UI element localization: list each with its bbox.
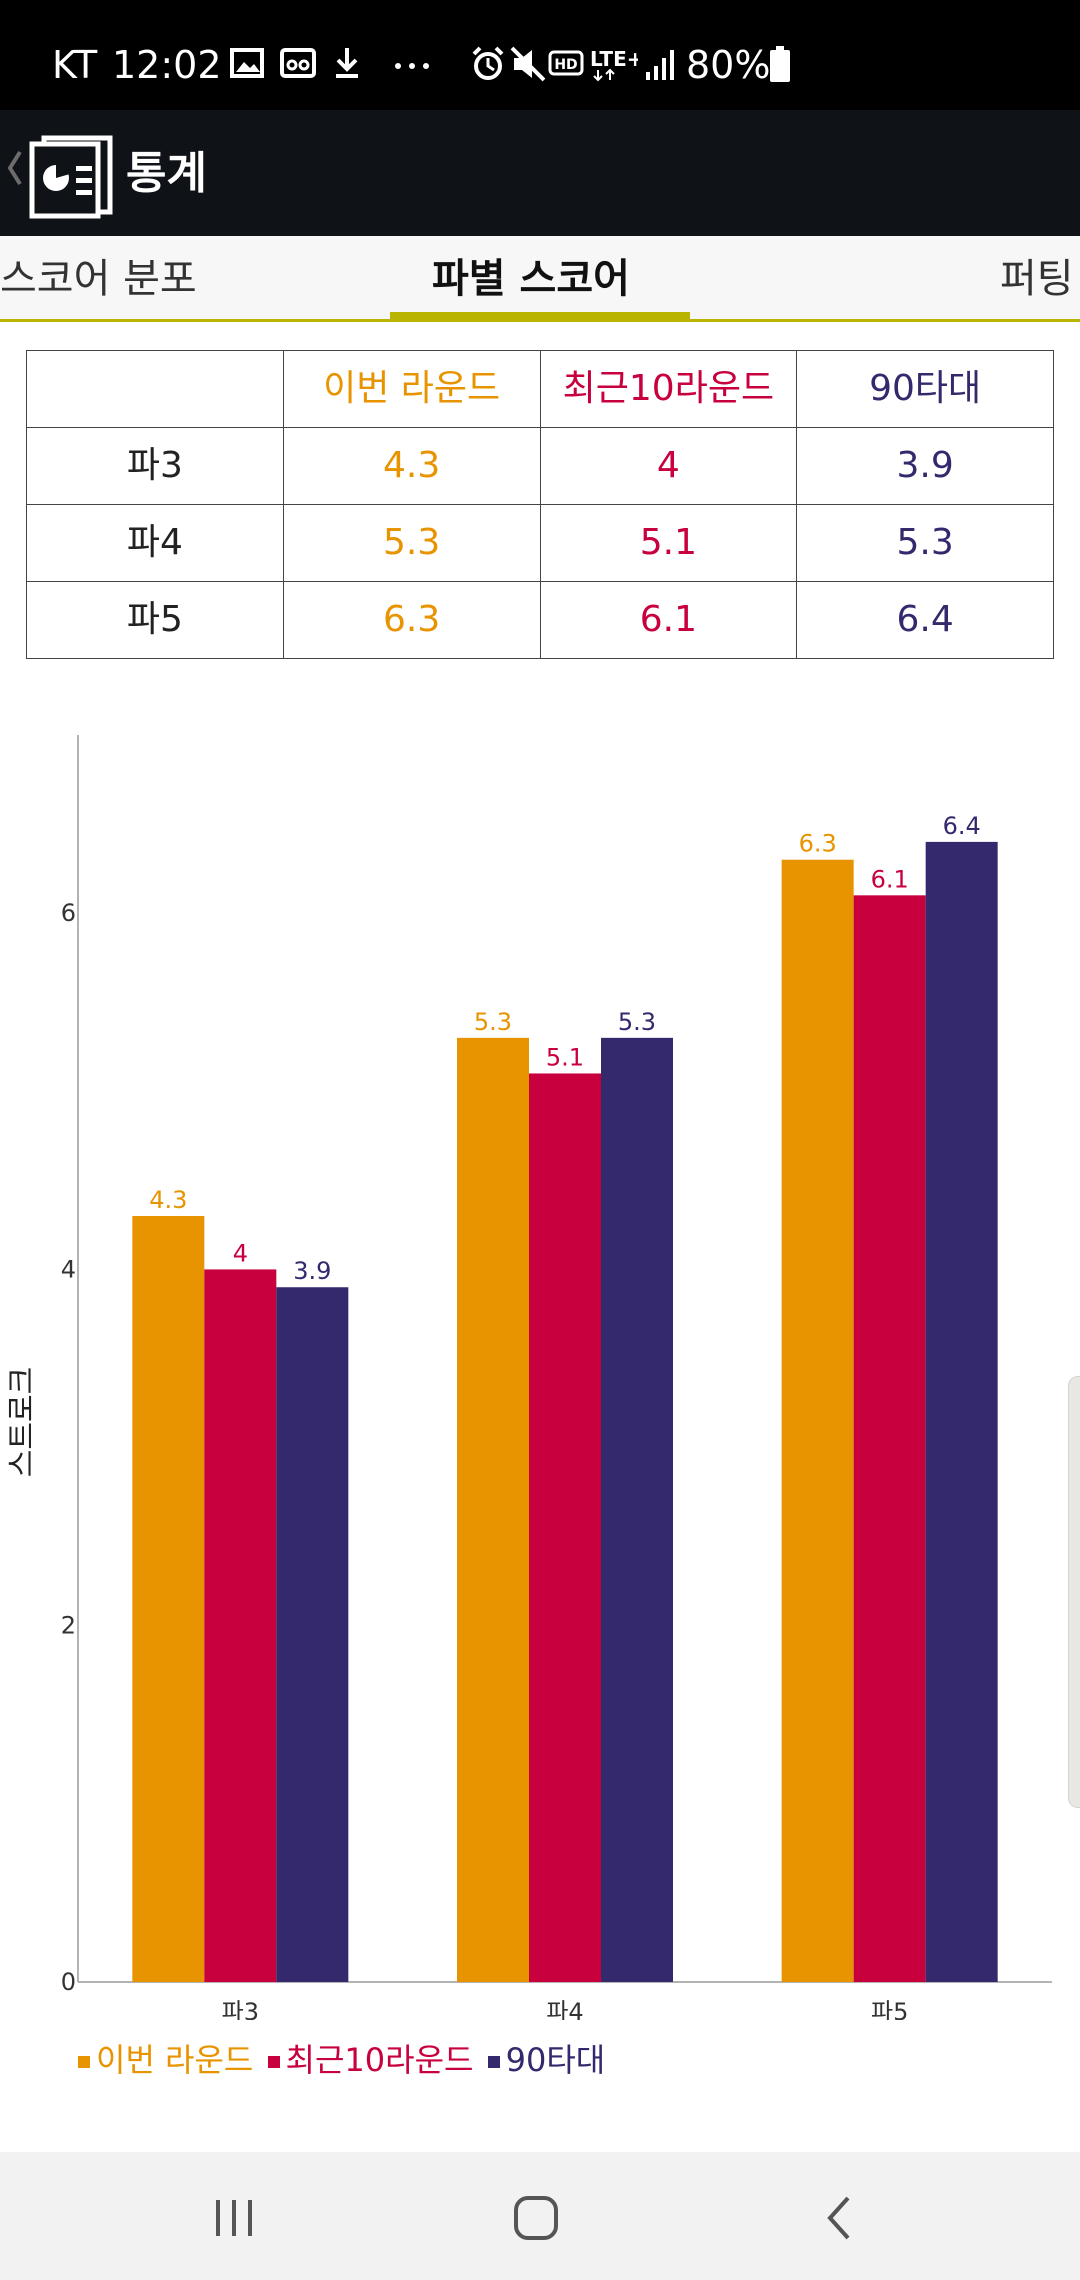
table-header-row: 이번 라운드 최근10라운드 90타대 [26,350,1054,428]
par-score-bar-chart: 0 2 4 6 파3 파4 파5 4.3 4 3.9 5.3 5.1 5.3 6.3 6.1 6.4 스트로… [5,735,1052,2020]
x-tick-label: 파4 [546,1998,583,2020]
statistics-logo-icon [29,135,113,219]
tab-score-distribution[interactable]: 스코어 분포 [0,256,197,302]
system-nav-bar [0,2152,1080,2280]
cell-ninety: 3.9 [796,427,1054,505]
carrier-label: KT [52,43,98,87]
bar [204,1269,277,1982]
y-tick-label: 6 [61,899,76,927]
legend-swatch [78,2056,90,2068]
bar [457,1037,529,1982]
y-tick-label: 4 [61,1255,76,1283]
alarm-icon [472,46,504,80]
y-axis-label: 스트로크 [5,1367,40,1477]
y-tick-label: 2 [61,1612,76,1640]
legend-swatch [267,2056,280,2068]
bar [132,1215,205,1982]
row-label: 파4 [26,504,284,582]
x-tick-label: 파3 [222,1998,259,2020]
svg-text:HD: HD [554,57,577,73]
home-icon[interactable] [496,2178,576,2258]
svg-text:LTE+: LTE+ [590,47,638,71]
recent-apps-icon[interactable] [194,2178,274,2258]
selected-tab-indicator [390,312,690,319]
signal-icon [646,50,674,80]
battery-percent: 80% [686,43,771,87]
cell-this-round: 5.3 [282,504,541,582]
table-header-blank [26,350,284,428]
scroll-handle[interactable] [1068,1376,1080,1808]
bar [529,1073,601,1982]
bar-value-label: 6.3 [799,830,837,858]
par-score-table: 이번 라운드 최근10라운드 90타대 파3 4.3 4 3.9 파4 5.3 … [26,350,1054,659]
voicemail-icon [280,48,316,78]
cell-this-round: 6.3 [282,581,541,659]
back-chevron-icon[interactable] [6,148,24,188]
bar [276,1287,349,1982]
image-icon [230,48,264,78]
bar-value-label: 5.1 [546,1043,584,1071]
cell-this-round: 4.3 [282,427,541,505]
status-bar: KT 12:02 HD LTE+ 80% [0,0,1080,110]
hd-icon: HD [548,50,584,76]
more-dots-icon [395,63,429,69]
bar-value-label: 3.9 [293,1257,331,1285]
cell-ninety: 5.3 [796,504,1054,582]
cell-recent10: 6.1 [539,581,798,659]
legend-item-this-round: 이번 라운드 [78,2040,253,2080]
chart-bars [132,841,998,1983]
page-title: 통계 [126,148,207,199]
bar [601,1037,673,1982]
table-header-ninety: 90타대 [796,350,1054,428]
battery-icon [770,46,790,82]
legend-label: 최근10라운드 [285,2041,474,2079]
row-label: 파3 [26,427,284,505]
x-tick-label: 파5 [871,1998,908,2020]
mute-icon [510,46,546,82]
legend-label: 이번 라운드 [96,2041,254,2079]
tab-putting[interactable]: 퍼팅 [1000,256,1074,302]
bar-value-label: 6.4 [943,812,981,840]
table-header-this-round: 이번 라운드 [282,350,541,428]
y-tick-label: 0 [61,1968,76,1996]
bar-value-label: 4.3 [149,1186,187,1214]
table-row: 파4 5.3 5.1 5.3 [26,504,1054,582]
table-row: 파3 4.3 4 3.9 [26,427,1054,505]
bar [853,895,926,1982]
status-time: 12:02 [112,43,222,87]
cell-recent10: 5.1 [539,504,798,582]
bar-value-label: 6.1 [871,865,909,893]
lte-plus-icon: LTE+ [590,47,638,82]
row-label: 파5 [26,581,284,659]
bar-value-label: 4 [233,1239,248,1267]
bar [925,841,998,1982]
chart-legend: 이번 라운드 최근10라운드 90타대 [78,2040,609,2080]
legend-item-ninety: 90타대 [487,2040,606,2080]
download-icon [336,48,358,78]
legend-item-recent10: 최근10라운드 [267,2040,474,2080]
cell-ninety: 6.4 [796,581,1054,659]
tab-par-score[interactable]: 파별 스코어 [432,256,630,302]
tab-bar: 스코어 분포 파별 스코어 퍼팅 [0,236,1080,322]
bar [781,859,854,1983]
table-header-recent10: 최근10라운드 [539,350,798,428]
bar-value-label: 5.3 [474,1008,512,1036]
legend-swatch [487,2056,500,2068]
chart-data-labels: 4.3 4 3.9 5.3 5.1 5.3 6.3 6.1 6.4 [149,812,981,1285]
table-row: 파5 6.3 6.1 6.4 [26,581,1054,659]
legend-label: 90타대 [505,2041,606,2079]
bar-value-label: 5.3 [618,1008,656,1036]
app-bar: 통계 [0,110,1080,236]
back-icon[interactable] [800,2178,880,2258]
cell-recent10: 4 [539,427,798,505]
